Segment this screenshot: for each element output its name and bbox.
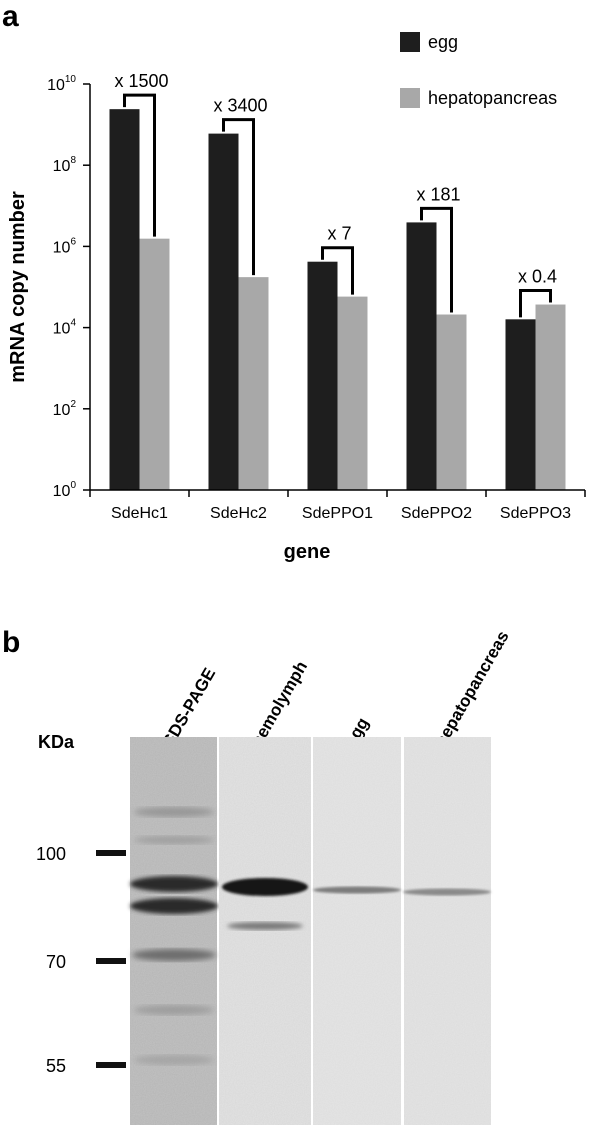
fold-label-sdeppo3: x 0.4: [518, 267, 557, 287]
lane-label-hepatopancreas: hepatopancreas: [431, 628, 513, 750]
western-blot-image: [130, 737, 491, 1125]
bar-sdeppo3-egg: [505, 319, 536, 490]
bar-sdeppo2-hepatopancreas: [436, 314, 467, 490]
lane-sds-page: [130, 737, 218, 1125]
band-sds-upper: [130, 876, 218, 892]
fold-label-sdeppo2: x 181: [416, 184, 460, 204]
marker-tick-100: [96, 850, 126, 856]
y-tick-label-10: 1010: [47, 74, 76, 94]
band-sds-lower: [130, 898, 218, 914]
x-tick-label-sdeppo3: SdePPO3: [500, 505, 571, 522]
legend-swatch-hepatopancreas: [400, 88, 420, 108]
bar-sdehc2-egg: [208, 133, 239, 490]
fold-bracket-sdeppo3: [519, 289, 552, 318]
bar-sdeppo3-hepatopancreas: [535, 304, 566, 490]
lane-hepatopancreas: [403, 737, 491, 1125]
fold-label-sdehc1: x 1500: [114, 71, 168, 91]
bar-sdehc1-egg: [109, 109, 140, 490]
lane-egg: [313, 737, 401, 1125]
y-tick-label-4: 104: [53, 318, 77, 338]
marker-label-70: 70: [46, 952, 66, 972]
band-hemolymph-faint: [227, 922, 303, 930]
lane-labels-group: SDS-PAGE hemolymph egg hepatopancreas: [159, 628, 513, 750]
y-tick-label-8: 108: [53, 155, 77, 175]
bars-group: [109, 109, 566, 490]
legend-label-hepatopancreas: hepatopancreas: [428, 88, 557, 108]
fold-bracket-sdeppo2: [420, 206, 453, 313]
x-tick-label-sdeppo1: SdePPO1: [302, 505, 373, 522]
bar-sdeppo1-hepatopancreas: [337, 296, 368, 490]
marker-tick-70: [96, 958, 126, 964]
marker-tick-55: [96, 1062, 126, 1068]
fold-bracket-sdehc2: [222, 118, 255, 276]
x-tick-label-sdeppo2: SdePPO2: [401, 505, 472, 522]
y-axis-label: mRNA copy number: [7, 191, 29, 383]
bar-sdeppo2-egg: [406, 222, 437, 490]
marker-label-55: 55: [46, 1056, 66, 1076]
band-sds-70: [132, 949, 216, 961]
fold-label-sdehc2: x 3400: [213, 96, 267, 116]
y-tick-label-0: 100: [53, 480, 77, 500]
bar-sdeppo1-egg: [307, 261, 338, 490]
x-ticks-group: SdeHc1 SdeHc2 SdePPO1 SdePPO2 SdePPO3: [89, 490, 586, 522]
fold-bracket-sdehc1: [123, 93, 156, 237]
fold-brackets-group: x 1500 x 3400 x 7 x 181 x 0.4: [114, 71, 557, 318]
lane-label-hemolymph: hemolymph: [247, 658, 311, 750]
y-ticks-group: 100 102 104 106 108 1010: [47, 74, 90, 500]
size-markers-group: 100 70 55: [36, 844, 126, 1076]
bar-sdehc1-hepatopancreas: [139, 238, 170, 490]
legend-swatch-egg: [400, 32, 420, 52]
x-tick-label-sdehc2: SdeHc2: [210, 505, 267, 522]
fold-bracket-sdeppo1: [321, 246, 354, 295]
axes-group: [89, 84, 585, 491]
legend-label-egg: egg: [428, 32, 458, 52]
x-axis-label: gene: [284, 541, 331, 563]
y-tick-label-6: 106: [53, 236, 77, 256]
marker-label-100: 100: [36, 844, 66, 864]
panel-b-label: b: [2, 626, 20, 659]
y-tick-label-2: 102: [53, 399, 77, 419]
x-tick-label-sdehc1: SdeHc1: [111, 505, 168, 522]
band-hemolymph-main: [222, 878, 308, 896]
fold-label-sdeppo1: x 7: [327, 224, 351, 244]
lane-hemolymph: [219, 737, 311, 1125]
band-egg: [313, 886, 401, 894]
bar-sdehc2-hepatopancreas: [238, 277, 269, 490]
panel-a-label: a: [2, 0, 19, 33]
kda-unit-label: KDa: [38, 732, 75, 752]
band-hepatopancreas: [403, 888, 491, 896]
legend: egg hepatopancreas: [400, 32, 557, 108]
